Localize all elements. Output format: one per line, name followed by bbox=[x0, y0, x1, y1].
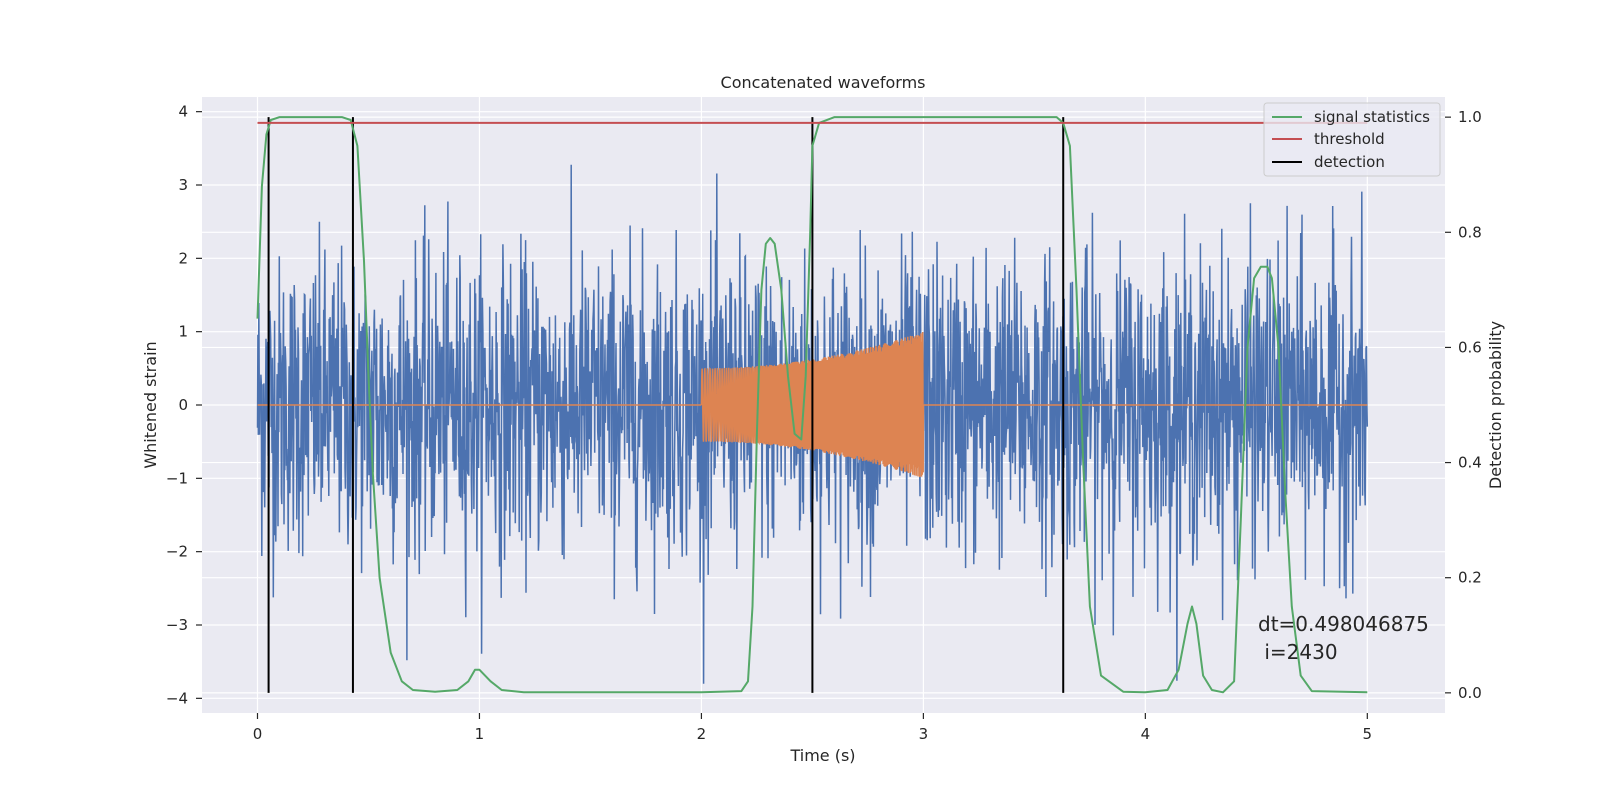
y-tick-label-right: 0.2 bbox=[1458, 569, 1482, 587]
annotation-dt: dt=0.498046875 bbox=[1258, 612, 1429, 636]
legend-box bbox=[1263, 102, 1441, 177]
x-tick-label: 0 bbox=[253, 725, 263, 743]
y-tick-label-left: 2 bbox=[178, 249, 188, 267]
y-tick-label-left: 4 bbox=[178, 103, 188, 121]
y-tick-label-left: 0 bbox=[178, 396, 188, 414]
y-tick-label-right: 1.0 bbox=[1458, 108, 1482, 126]
legend-label-threshold: threshold bbox=[1314, 130, 1385, 148]
statistics-layer bbox=[256, 116, 1368, 694]
y-tick-label-right: 0.4 bbox=[1458, 454, 1482, 472]
y-tick-label-left: −3 bbox=[166, 616, 188, 634]
signal-statistics-line bbox=[256, 116, 1368, 694]
y-tick-label-left: −1 bbox=[166, 469, 188, 487]
y-ticks-left: −4 −3 −2 −1 0 1 2 3 4 bbox=[166, 103, 202, 707]
y-tick-label-right: 0.6 bbox=[1458, 338, 1482, 356]
annotation-index: i=2430 bbox=[1258, 640, 1338, 664]
chart-title: Concatenated waveforms bbox=[721, 73, 926, 92]
x-tick-label: 5 bbox=[1363, 725, 1373, 743]
y-tick-label-right: 0.8 bbox=[1458, 223, 1482, 241]
y-tick-label-left: −4 bbox=[166, 689, 188, 707]
x-tick-label: 4 bbox=[1141, 725, 1151, 743]
x-tick-label: 1 bbox=[475, 725, 485, 743]
legend: signal statistics threshold detection bbox=[1263, 102, 1441, 177]
y-ticks-right: 0.0 0.2 0.4 0.6 0.8 1.0 bbox=[1445, 108, 1482, 702]
y-axis-label-right: Detection probability bbox=[1486, 321, 1505, 489]
legend-label-signal-statistics: signal statistics bbox=[1314, 108, 1430, 126]
x-tick-label: 3 bbox=[919, 725, 929, 743]
x-ticks: 0 1 2 3 4 5 bbox=[253, 713, 1372, 743]
y-tick-label-left: 3 bbox=[178, 176, 188, 194]
y-tick-label-left: −2 bbox=[166, 543, 188, 561]
y-tick-label-right: 0.0 bbox=[1458, 684, 1482, 702]
x-axis-label: Time (s) bbox=[789, 746, 855, 765]
y-tick-label-left: 1 bbox=[178, 323, 188, 341]
y-axis-label-left: Whitened strain bbox=[141, 341, 160, 468]
legend-label-detection: detection bbox=[1314, 153, 1385, 171]
x-tick-label: 2 bbox=[697, 725, 707, 743]
